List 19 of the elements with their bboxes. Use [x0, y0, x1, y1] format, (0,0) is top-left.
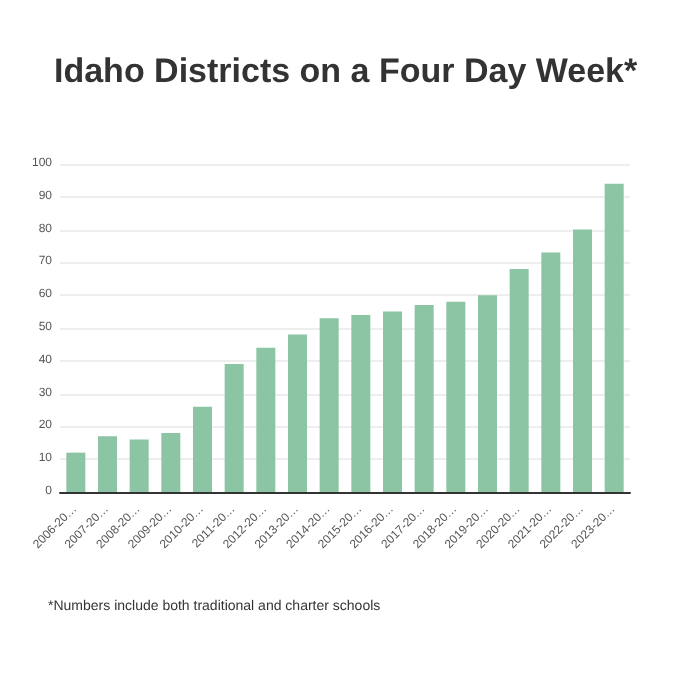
- bar: [256, 347, 276, 492]
- bar: [288, 334, 307, 492]
- bar: [446, 301, 466, 492]
- bar: [98, 436, 117, 492]
- bar: [414, 305, 434, 492]
- bar: [161, 432, 181, 492]
- bar: [351, 314, 371, 492]
- bar: [129, 439, 149, 492]
- bar: [193, 406, 212, 492]
- bar: [66, 452, 86, 492]
- bar: [224, 364, 244, 492]
- chart-title: Idaho Districts on a Four Day Week*: [54, 52, 638, 90]
- bar: [509, 268, 529, 492]
- bar: [319, 318, 339, 492]
- bar: [573, 229, 592, 492]
- bar: [604, 183, 624, 492]
- bar: [541, 252, 561, 492]
- bar: [383, 311, 402, 492]
- bar: [478, 295, 497, 492]
